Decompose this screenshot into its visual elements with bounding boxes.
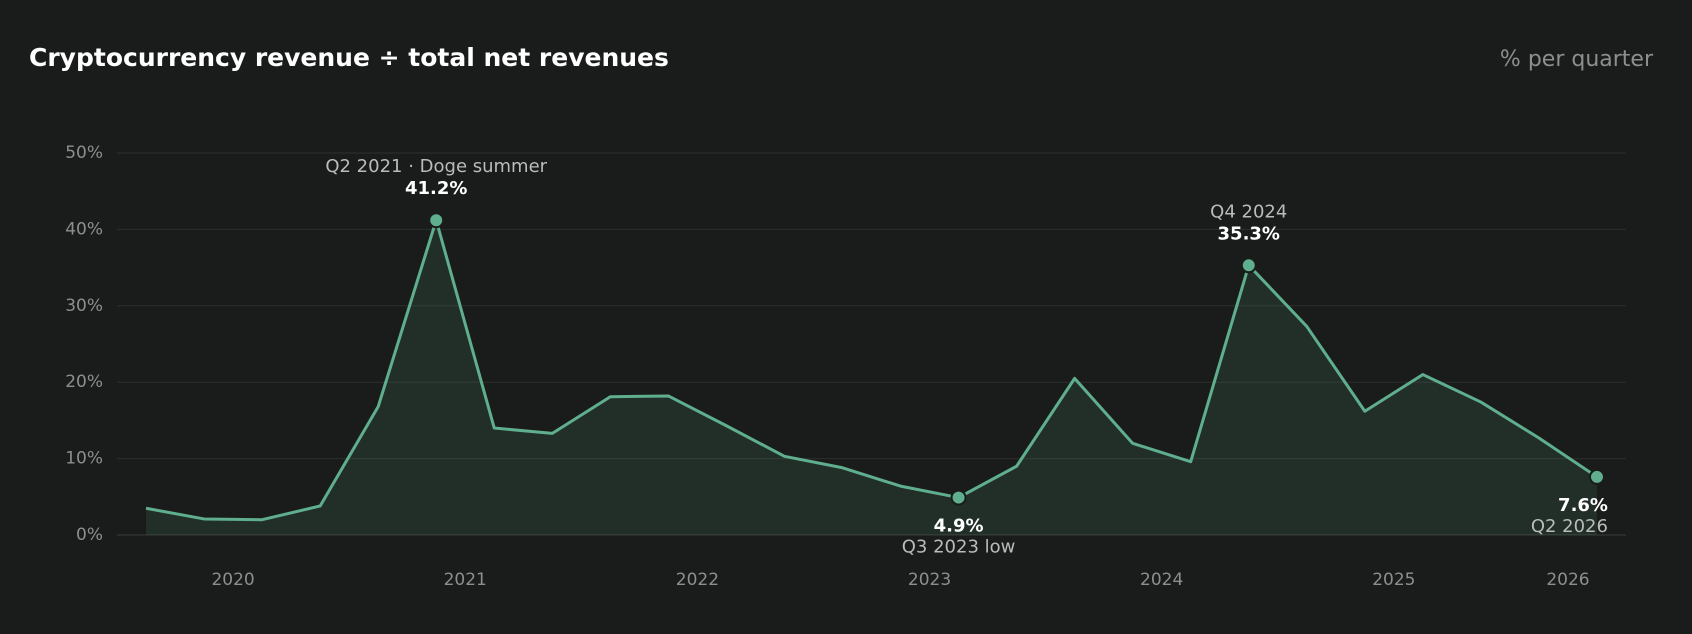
point	[1240, 257, 1257, 274]
x-tick-label: 2022	[676, 570, 719, 590]
chart-title: Cryptocurrency revenue ÷ total net reven…	[29, 43, 669, 72]
y-tick-label: 10%	[65, 449, 103, 469]
x-tick-label: 2026	[1546, 570, 1589, 590]
y-tick-label: 40%	[65, 219, 103, 239]
value-label: 41.2%	[405, 178, 467, 199]
y-tick-label: 50%	[65, 143, 103, 163]
x-tick-label: 2025	[1372, 570, 1415, 590]
point-label: Q4 2024	[1210, 201, 1287, 222]
line	[145, 218, 1598, 522]
x-tick-label: 2023	[908, 570, 951, 590]
x-tick-label: 2021	[444, 570, 487, 590]
x-tick-label: 2020	[211, 570, 254, 590]
point	[1588, 468, 1605, 485]
point-label: Q2 2021 · Doge summer	[325, 156, 547, 177]
y-tick-label: 0%	[76, 525, 103, 545]
x-tick-label: 2024	[1140, 570, 1183, 590]
y-tick-label: 20%	[65, 372, 103, 392]
y-tick-label: 30%	[65, 296, 103, 316]
area	[146, 220, 1597, 535]
chart-subtitle: % per quarter	[1500, 47, 1654, 72]
point-label: Q3 2023 low	[902, 537, 1016, 558]
point	[950, 489, 967, 506]
point	[428, 212, 445, 229]
value-label: 7.6%	[1558, 495, 1608, 516]
value-label: 35.3%	[1218, 223, 1280, 244]
value-label: 4.9%	[934, 516, 984, 537]
point-label: Q2 2026	[1531, 516, 1608, 537]
